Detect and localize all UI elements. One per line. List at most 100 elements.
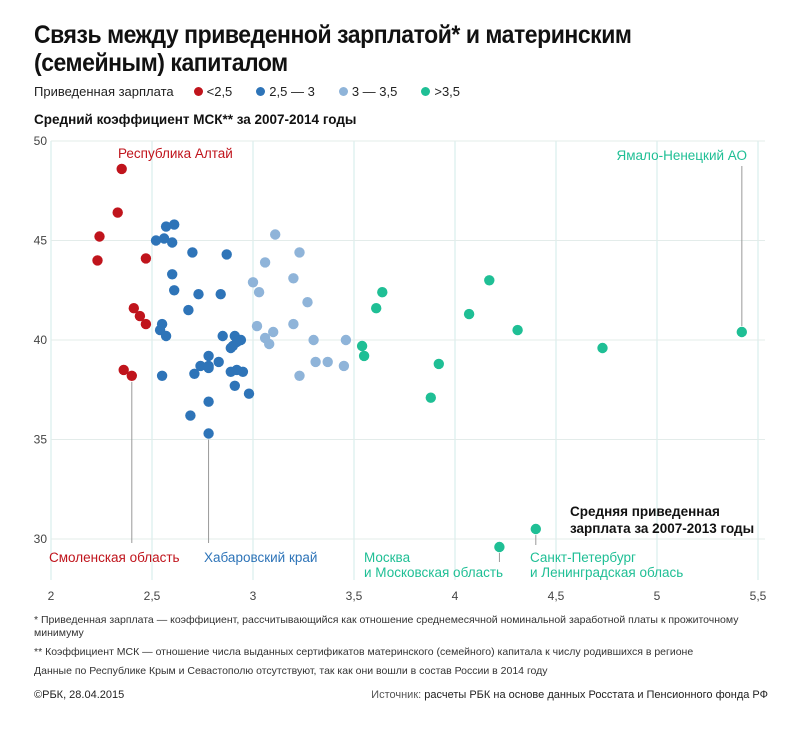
footnote-msk: ** Коэффициент МСК — отношение числа выд… <box>34 646 694 658</box>
data-point <box>494 541 505 553</box>
y-tick-label: 50 <box>34 134 48 148</box>
y-axis-title: Средний коэффициент МСК** за 2007-2014 г… <box>34 112 357 127</box>
data-point <box>288 318 299 330</box>
y-tick-label: 40 <box>34 333 48 347</box>
annotation-moscow-line2: и Московская область <box>364 565 503 580</box>
y-tick-label: 30 <box>34 532 48 546</box>
annotations: Республика Алтай Смоленская область Хабаро… <box>49 146 747 580</box>
legend-item-2-5-to-3: 2,5 — 3 <box>256 84 315 99</box>
x-tick-label: 3 <box>250 589 257 603</box>
annotation-altai: Республика Алтай <box>118 146 233 161</box>
x-tick-label: 4 <box>452 589 459 603</box>
legend-dot-icon <box>193 87 203 96</box>
tick-labels: 2 2,5 3 3,5 4 4,5 5 5,5 30 35 40 45 50 <box>34 134 767 603</box>
data-point <box>94 231 105 242</box>
legend-item-gt-3-5: >3,5 <box>421 84 460 99</box>
data-point <box>134 310 146 322</box>
y-tick-label: 45 <box>34 234 48 248</box>
data-point <box>118 364 129 376</box>
legend-label: 2,5 — 3 <box>269 84 315 99</box>
footnotes: * Приведенная зарплата — коэффициент, ра… <box>34 614 764 684</box>
data-point <box>358 350 370 362</box>
data-point <box>158 233 170 244</box>
data-point <box>213 356 224 368</box>
data-point <box>227 340 238 352</box>
data-point <box>112 207 123 218</box>
data-point <box>193 289 204 300</box>
source: Источник: расчеты РБК на основе данных Р… <box>371 689 768 701</box>
footer: ©РБК, 28.04.2015 Источник: расчеты РБК н… <box>34 689 768 701</box>
x-tick-label: 2 <box>48 589 55 603</box>
data-point <box>371 303 382 314</box>
x-tick-label: 5,5 <box>750 589 767 603</box>
data-point <box>203 396 214 407</box>
data-point <box>463 308 475 320</box>
copyright: ©РБК, 28.04.2015 <box>34 689 125 701</box>
data-point <box>484 275 495 286</box>
legend-item-3-to-3-5: 3 — 3,5 <box>338 84 398 99</box>
data-point <box>150 235 162 246</box>
data-point <box>294 247 305 258</box>
annotation-khabarovsk: Хабаровский край <box>204 550 317 565</box>
data-point <box>243 388 255 399</box>
annotation-spb: Санкт-Петербург <box>530 550 636 565</box>
data-point <box>195 360 206 372</box>
source-text: расчеты РБК на основе данных Росстата и … <box>424 689 768 701</box>
data-point <box>189 368 200 379</box>
data-point <box>160 330 172 342</box>
data-point <box>126 370 137 381</box>
data-points <box>92 163 747 553</box>
x-axis-title-line2: зарплата за 2007-2013 годы <box>570 521 754 536</box>
x-tick-label: 2,5 <box>144 589 161 603</box>
annotation-smolensk: Смоленская область <box>49 550 180 565</box>
chart-title: Связь между приведенной зарплатой* и мат… <box>34 21 632 77</box>
data-point <box>512 324 523 336</box>
data-point <box>433 358 444 370</box>
data-point <box>377 287 388 298</box>
data-point <box>187 247 198 258</box>
data-point <box>221 249 232 260</box>
data-point <box>340 334 352 346</box>
data-point <box>160 221 172 232</box>
data-point <box>247 277 259 288</box>
data-point <box>156 370 168 381</box>
data-point <box>425 392 436 403</box>
footnote-salary: * Приведенная зарплата — коэффициент, ра… <box>34 614 739 639</box>
data-point <box>203 350 214 362</box>
legend-label: >3,5 <box>434 84 461 99</box>
data-point <box>253 287 265 298</box>
data-point <box>203 428 214 439</box>
legend-label: 3 — 3,5 <box>351 84 398 99</box>
x-tick-label: 5 <box>654 589 661 603</box>
data-point <box>736 326 747 338</box>
data-point <box>140 318 152 330</box>
data-point <box>288 273 299 284</box>
data-point <box>217 330 228 342</box>
legend: Приведенная зарплата <2,5 2,5 — 3 3 — 3,… <box>34 84 484 99</box>
data-point <box>169 219 180 230</box>
data-point <box>264 338 275 350</box>
data-point <box>530 523 541 535</box>
data-point <box>169 285 180 296</box>
data-point <box>140 253 152 264</box>
data-point <box>302 297 313 308</box>
data-point <box>356 340 368 352</box>
data-point <box>116 163 127 175</box>
data-point <box>251 320 263 332</box>
source-label: Источник: <box>371 689 422 701</box>
data-point <box>322 356 333 368</box>
data-point <box>167 269 178 280</box>
data-point <box>92 255 103 266</box>
data-point <box>310 356 321 368</box>
x-axis-title-line1: Средняя приведенная <box>570 504 720 519</box>
data-point <box>128 303 139 314</box>
annotation-yamal: Ямало-Ненецкий АО <box>617 148 747 163</box>
data-point <box>597 342 608 354</box>
data-point <box>259 257 271 268</box>
data-point <box>237 366 249 377</box>
data-point <box>338 360 350 372</box>
annotation-leaders <box>131 166 743 562</box>
annotation-moscow: Москва <box>364 550 411 565</box>
footnote-crimea: Данные по Республике Крым и Севастополю … <box>34 665 548 677</box>
data-point <box>270 229 281 240</box>
